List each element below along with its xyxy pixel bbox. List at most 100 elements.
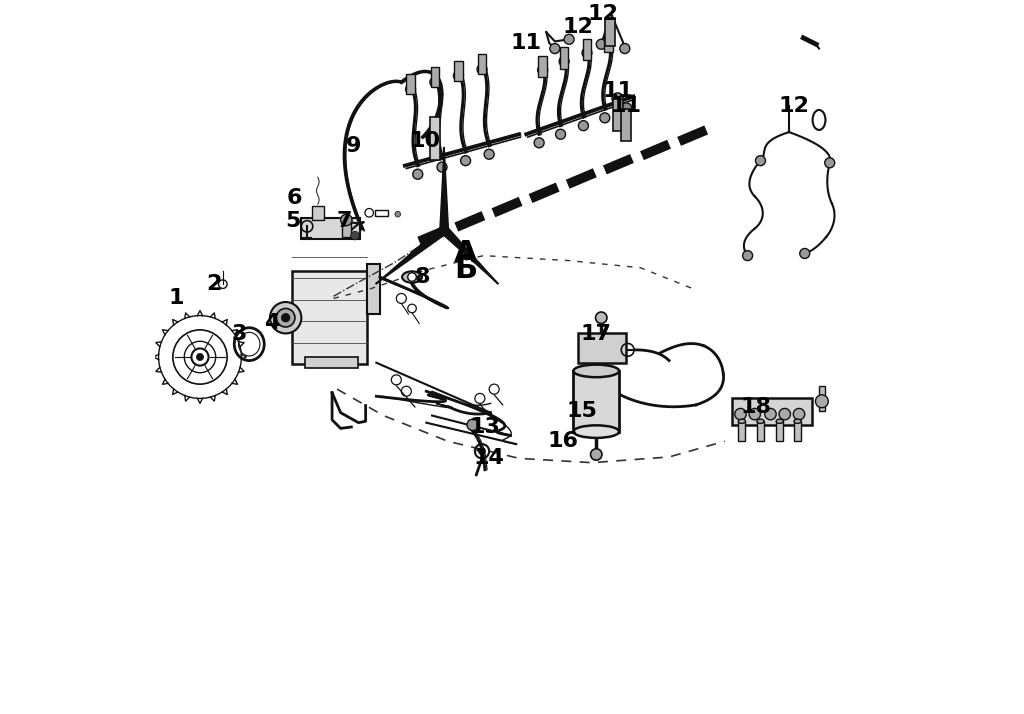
Bar (407, 74, 415, 94)
Circle shape (430, 77, 440, 87)
Circle shape (550, 44, 560, 54)
Circle shape (612, 93, 624, 104)
Circle shape (579, 121, 589, 131)
Bar (757, 421, 764, 441)
Bar (622, 109, 631, 141)
Text: 8: 8 (415, 267, 430, 287)
Ellipse shape (794, 419, 801, 423)
Text: 12: 12 (588, 4, 618, 24)
Circle shape (535, 138, 544, 148)
Circle shape (467, 419, 478, 431)
Text: 13: 13 (469, 417, 501, 437)
Circle shape (282, 313, 290, 322)
Circle shape (621, 103, 632, 114)
Circle shape (276, 308, 295, 327)
Bar (367, 264, 380, 314)
Circle shape (350, 231, 359, 240)
Bar (794, 421, 801, 441)
Text: 17: 17 (581, 324, 611, 344)
Circle shape (765, 408, 776, 420)
Text: 5: 5 (285, 211, 300, 231)
Circle shape (735, 408, 746, 420)
Circle shape (270, 302, 301, 333)
Text: А: А (454, 239, 477, 268)
Circle shape (603, 40, 613, 50)
Circle shape (556, 129, 565, 139)
Ellipse shape (573, 365, 620, 377)
Bar (612, 99, 623, 131)
Circle shape (538, 65, 548, 75)
Bar (430, 117, 440, 160)
Circle shape (582, 48, 592, 58)
Bar (560, 47, 568, 69)
Circle shape (596, 312, 607, 323)
Ellipse shape (402, 271, 422, 283)
Circle shape (478, 448, 485, 455)
Circle shape (477, 64, 487, 74)
Bar (312, 206, 324, 220)
Circle shape (794, 408, 805, 420)
Text: 1: 1 (169, 288, 184, 308)
Circle shape (600, 113, 610, 123)
Text: 9: 9 (346, 136, 361, 156)
Circle shape (742, 251, 753, 261)
Circle shape (408, 273, 417, 281)
Circle shape (564, 34, 574, 44)
Text: 2: 2 (206, 274, 221, 294)
Polygon shape (441, 227, 498, 283)
Bar (539, 56, 547, 77)
Circle shape (406, 84, 416, 94)
Circle shape (341, 214, 352, 226)
Bar (573, 371, 620, 431)
Text: 11: 11 (602, 81, 633, 101)
Polygon shape (440, 148, 449, 230)
Text: 4: 4 (264, 313, 280, 333)
Ellipse shape (573, 426, 620, 438)
Bar (776, 421, 783, 441)
Bar (738, 421, 745, 441)
Circle shape (461, 156, 471, 166)
Text: 12: 12 (563, 17, 594, 37)
Bar (375, 210, 388, 216)
Bar (305, 357, 358, 368)
Circle shape (591, 449, 602, 461)
Text: 11: 11 (610, 96, 642, 116)
Text: 10: 10 (410, 131, 440, 151)
Text: Б: Б (454, 256, 477, 284)
Circle shape (413, 169, 423, 179)
Ellipse shape (776, 419, 783, 423)
Circle shape (749, 408, 761, 420)
Circle shape (437, 162, 447, 172)
Text: 15: 15 (566, 401, 597, 421)
Bar (455, 61, 463, 81)
Circle shape (800, 248, 810, 258)
Bar (583, 39, 591, 60)
Bar (478, 54, 486, 74)
Bar (431, 67, 439, 87)
Text: 16: 16 (548, 431, 579, 451)
Text: 7: 7 (337, 211, 352, 231)
Bar (301, 218, 359, 239)
Ellipse shape (738, 419, 745, 423)
Bar (605, 19, 614, 46)
Bar (578, 333, 627, 363)
Bar (604, 31, 612, 52)
Circle shape (454, 71, 464, 81)
Bar (732, 398, 812, 425)
Circle shape (756, 156, 766, 166)
Text: 12: 12 (778, 96, 809, 116)
Text: 14: 14 (474, 448, 505, 468)
Polygon shape (377, 226, 446, 283)
Circle shape (620, 44, 630, 54)
Circle shape (596, 39, 606, 49)
Circle shape (559, 56, 569, 66)
Circle shape (395, 211, 400, 217)
Text: 18: 18 (740, 397, 772, 417)
Circle shape (484, 149, 495, 159)
Ellipse shape (757, 419, 764, 423)
Text: 6: 6 (287, 188, 302, 208)
Bar (819, 386, 824, 411)
Circle shape (779, 408, 791, 420)
Bar (342, 219, 350, 237)
Circle shape (824, 158, 835, 168)
